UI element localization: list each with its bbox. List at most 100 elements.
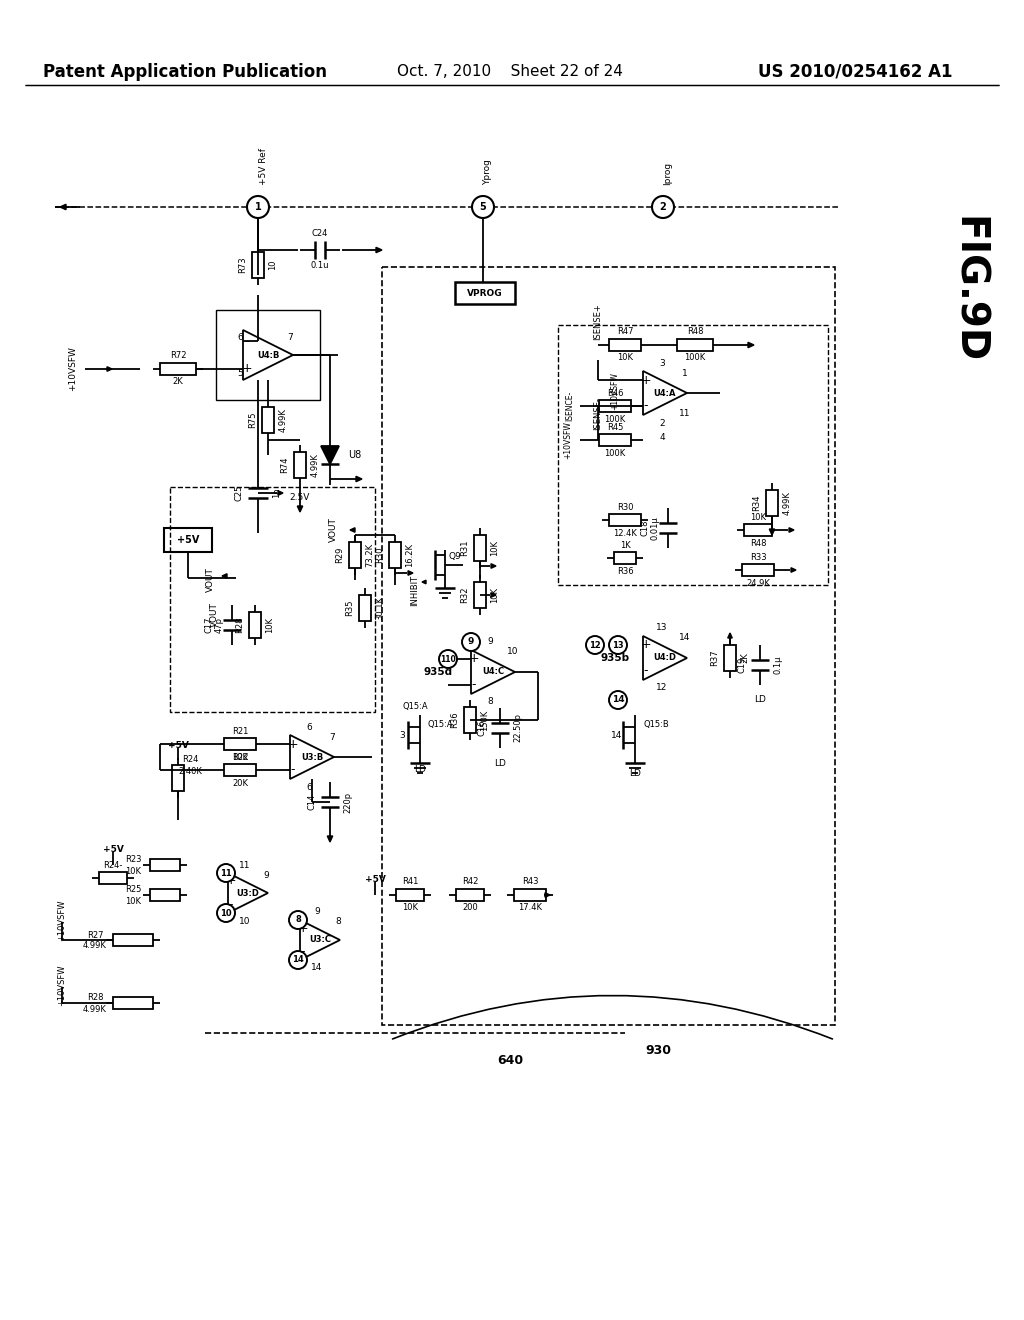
Text: 14: 14 [611, 730, 623, 739]
Polygon shape [228, 873, 268, 913]
Text: Yprog: Yprog [483, 160, 493, 185]
Text: 6: 6 [306, 722, 312, 731]
Text: Oct. 7, 2010    Sheet 22 of 24: Oct. 7, 2010 Sheet 22 of 24 [397, 65, 623, 79]
Polygon shape [791, 568, 796, 573]
Polygon shape [728, 634, 732, 638]
Text: 8: 8 [487, 697, 493, 706]
Text: 10: 10 [268, 260, 278, 271]
Text: 200: 200 [462, 903, 478, 912]
Text: 11: 11 [240, 861, 251, 870]
Polygon shape [106, 367, 112, 371]
Circle shape [289, 950, 307, 969]
Text: C18
0.01μ: C18 0.01μ [640, 516, 659, 540]
Text: -: - [291, 763, 295, 776]
Bar [224, 764, 256, 776]
Bar [599, 434, 631, 446]
Text: 0.1μ: 0.1μ [773, 656, 782, 675]
Text: R25: R25 [125, 886, 141, 895]
Text: U3:D: U3:D [237, 888, 259, 898]
Text: Q9: Q9 [449, 553, 462, 561]
Polygon shape [376, 247, 382, 252]
Bar [150, 888, 180, 902]
Bar [614, 552, 636, 564]
Text: 4.99K: 4.99K [782, 491, 792, 515]
Text: R37: R37 [711, 649, 720, 667]
Text: LD: LD [494, 759, 506, 767]
Text: U4:A: U4:A [653, 388, 676, 397]
Bar [396, 888, 424, 902]
Text: 10K: 10K [265, 616, 274, 634]
Text: 930: 930 [645, 1044, 671, 1056]
Text: R32: R32 [461, 587, 469, 603]
Text: R75: R75 [249, 412, 257, 428]
Text: R45: R45 [607, 422, 624, 432]
Text: 10K: 10K [617, 354, 633, 363]
Text: -: - [301, 945, 305, 958]
Text: ISENCE-: ISENCE- [565, 391, 574, 421]
Text: R47: R47 [616, 327, 633, 337]
Polygon shape [422, 581, 426, 583]
Text: 14: 14 [611, 696, 625, 705]
Text: R28: R28 [87, 994, 103, 1002]
Bar [677, 339, 713, 351]
Text: C25: C25 [234, 484, 244, 502]
Circle shape [609, 690, 627, 709]
Text: 2K: 2K [740, 652, 750, 664]
Text: 16.2K: 16.2K [406, 543, 415, 568]
Text: 2K: 2K [173, 378, 183, 387]
Text: R23: R23 [125, 855, 141, 865]
Bar [456, 888, 484, 902]
Text: LD: LD [414, 766, 426, 775]
Circle shape [609, 636, 627, 653]
Text: C19: C19 [737, 657, 746, 673]
Text: 4.99K: 4.99K [279, 408, 288, 432]
Text: 10K: 10K [490, 540, 500, 556]
Text: 4.99K: 4.99K [83, 1005, 106, 1014]
Text: 10K: 10K [402, 903, 418, 912]
Bar [474, 535, 486, 561]
Text: 100K: 100K [684, 354, 706, 363]
Polygon shape [490, 564, 496, 568]
Text: 7: 7 [329, 733, 335, 742]
Text: R48: R48 [750, 539, 766, 548]
Circle shape [652, 195, 674, 218]
Polygon shape [545, 892, 550, 898]
Text: Q15:A: Q15:A [428, 721, 454, 730]
Bar [160, 363, 196, 375]
Text: 9: 9 [487, 638, 493, 647]
Bar [742, 564, 774, 576]
Text: 12: 12 [589, 640, 601, 649]
Text: 24.9K: 24.9K [746, 578, 770, 587]
Polygon shape [350, 528, 355, 532]
Text: -: - [228, 899, 233, 912]
Circle shape [472, 195, 494, 218]
Text: 14: 14 [311, 964, 323, 973]
Text: ISENSE-: ISENSE- [594, 397, 602, 430]
Text: 14: 14 [679, 634, 690, 643]
Polygon shape [748, 342, 754, 347]
Bar [766, 490, 778, 516]
Text: VOUT: VOUT [329, 517, 338, 543]
Polygon shape [356, 477, 362, 482]
Text: -: - [472, 678, 476, 692]
Bar [724, 645, 736, 671]
Text: U3:B: U3:B [301, 752, 324, 762]
Text: +10VSFW: +10VSFW [57, 964, 67, 1006]
Polygon shape [790, 528, 794, 532]
Text: +5V: +5V [177, 535, 200, 545]
Text: 150K: 150K [480, 709, 489, 731]
Text: +10VSFW: +10VSFW [57, 899, 67, 941]
Text: R30: R30 [616, 503, 633, 511]
Text: Iprog: Iprog [664, 162, 673, 185]
Polygon shape [290, 735, 334, 779]
Text: +: + [288, 738, 298, 751]
Text: +: + [242, 362, 252, 375]
Text: US 2010/0254162 A1: US 2010/0254162 A1 [758, 63, 952, 81]
Text: ISENSE+: ISENSE+ [594, 304, 602, 341]
Bar [514, 888, 546, 902]
Polygon shape [643, 371, 687, 414]
Text: 5: 5 [238, 368, 243, 378]
Text: 6: 6 [238, 333, 243, 342]
Bar [609, 513, 641, 525]
Text: VOUT: VOUT [210, 602, 218, 627]
